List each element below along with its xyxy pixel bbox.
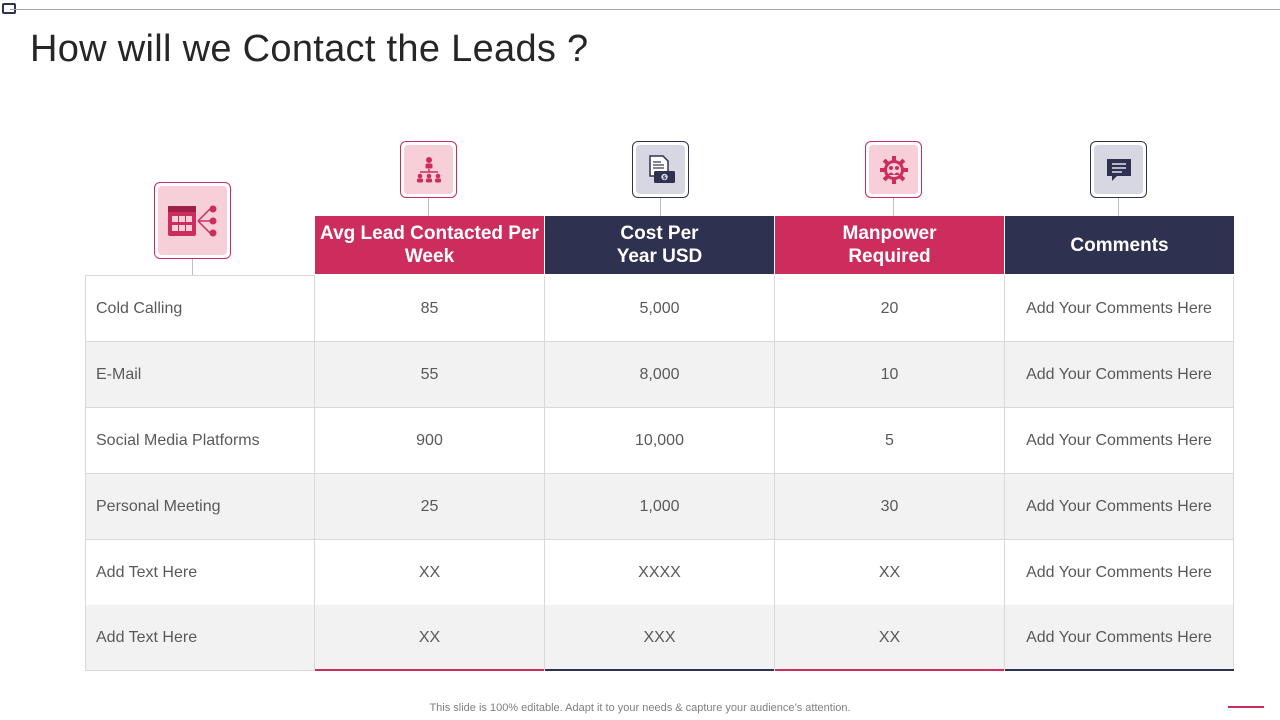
gear-people-icon-box — [865, 141, 922, 198]
table-row: Add Text Here XX XXX XX Add Your Comment… — [85, 605, 1234, 671]
avg-cell: XX — [315, 540, 545, 606]
method-cell: Add Text Here — [85, 605, 315, 671]
table-row: Social Media Platforms 900 10,000 5 Add … — [85, 408, 1234, 474]
avg-cell: 900 — [315, 408, 545, 474]
cost-cell: 5,000 — [545, 276, 775, 342]
footer-note: This slide is 100% editable. Adapt it to… — [429, 702, 851, 714]
manpower-cell: XX — [775, 540, 1005, 606]
window-corner-icon — [2, 3, 16, 14]
comment-cell: Add Your Comments Here — [1005, 276, 1234, 342]
manpower-cell: 5 — [775, 408, 1005, 474]
cost-cell: 1,000 — [545, 474, 775, 540]
cost-cell: XXXX — [545, 540, 775, 606]
cost-cell: 8,000 — [545, 342, 775, 408]
gear-people-icon — [879, 155, 908, 184]
org-hierarchy-icon-box — [400, 141, 457, 198]
manpower-cell: 30 — [775, 474, 1005, 540]
chat-message-icon-box — [1090, 141, 1147, 198]
method-cell: Add Text Here — [85, 540, 315, 606]
table-row: Add Text Here XX XXXX XX Add Your Commen… — [85, 540, 1234, 606]
lead-channels-icon-box — [154, 182, 231, 259]
header-avg-lead: Avg Lead Contacted Per Week — [315, 216, 545, 274]
top-divider — [10, 9, 1280, 10]
manpower-cell: 20 — [775, 276, 1005, 342]
cost-cell: 10,000 — [545, 408, 775, 474]
column-accent-line — [1005, 669, 1234, 671]
header-comments: Comments — [1005, 216, 1234, 274]
corner-accent — [1228, 706, 1264, 708]
header-cost: Cost Per Year USD — [545, 216, 775, 274]
column-accent-line — [775, 669, 1004, 671]
avg-cell: 55 — [315, 342, 545, 408]
avg-cell: XX — [315, 605, 545, 671]
manpower-cell: XX — [775, 605, 1005, 671]
table-row: Personal Meeting 25 1,000 30 Add Your Co… — [85, 474, 1234, 540]
method-cell: Cold Calling — [85, 276, 315, 342]
table-row: E-Mail 55 8,000 10 Add Your Comments Her… — [85, 342, 1234, 408]
avg-cell: 85 — [315, 276, 545, 342]
chat-message-icon — [1106, 158, 1131, 181]
comment-cell: Add Your Comments Here — [1005, 342, 1234, 408]
column-accent-line — [545, 669, 774, 671]
invoice-money-icon-box: $ — [632, 141, 689, 198]
manpower-cell: 10 — [775, 342, 1005, 408]
invoice-money-icon: $ — [648, 154, 675, 183]
comment-cell: Add Your Comments Here — [1005, 605, 1234, 671]
svg-text:$: $ — [662, 175, 666, 181]
method-cell: Social Media Platforms — [85, 408, 315, 474]
page-title: How will we Contact the Leads ? — [30, 28, 589, 70]
cost-cell: XXX — [545, 605, 775, 671]
table-row: Cold Calling 85 5,000 20 Add Your Commen… — [85, 276, 1234, 342]
comment-cell: Add Your Comments Here — [1005, 408, 1234, 474]
lead-channels-icon — [167, 205, 216, 236]
method-cell: Personal Meeting — [85, 474, 315, 540]
comment-cell: Add Your Comments Here — [1005, 474, 1234, 540]
org-hierarchy-icon — [416, 156, 441, 182]
header-manpower: Manpower Required — [775, 216, 1005, 274]
method-cell: E-Mail — [85, 342, 315, 408]
column-accent-line — [315, 669, 544, 671]
avg-cell: 25 — [315, 474, 545, 540]
comment-cell: Add Your Comments Here — [1005, 540, 1234, 606]
